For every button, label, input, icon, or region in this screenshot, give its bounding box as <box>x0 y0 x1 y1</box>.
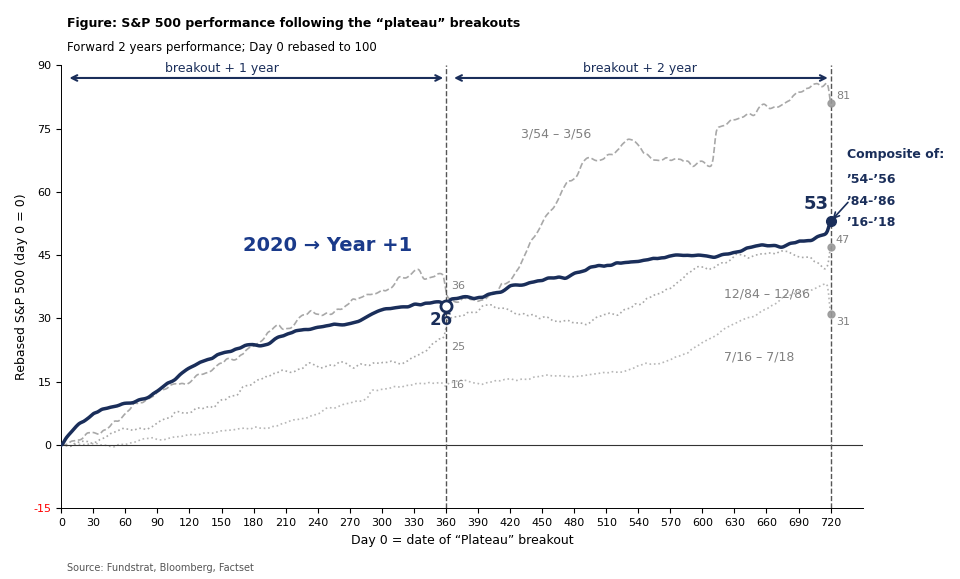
Text: Figure: S&P 500 performance following the “plateau” breakouts: Figure: S&P 500 performance following th… <box>67 17 520 30</box>
Text: Source: Fundstrat, Bloomberg, Factset: Source: Fundstrat, Bloomberg, Factset <box>67 563 254 573</box>
Text: 25: 25 <box>451 342 466 352</box>
Text: ’84-’86: ’84-’86 <box>847 195 896 207</box>
Text: 3/54 – 3/56: 3/54 – 3/56 <box>520 127 591 140</box>
Y-axis label: Rebased S&P 500 (day 0 = 0): Rebased S&P 500 (day 0 = 0) <box>15 193 28 380</box>
Text: 16: 16 <box>451 380 466 390</box>
Text: 36: 36 <box>451 281 466 291</box>
Text: 81: 81 <box>836 91 850 101</box>
Text: 7/16 – 7/18: 7/16 – 7/18 <box>724 351 794 364</box>
Text: 47: 47 <box>836 234 851 244</box>
Text: Composite of:: Composite of: <box>847 148 944 161</box>
Text: 12/84 – 12/86: 12/84 – 12/86 <box>724 287 809 301</box>
Text: Forward 2 years performance; Day 0 rebased to 100: Forward 2 years performance; Day 0 rebas… <box>67 41 377 53</box>
Text: 26: 26 <box>430 311 453 329</box>
Text: ’54-’56: ’54-’56 <box>847 174 896 186</box>
Text: breakout + 1 year: breakout + 1 year <box>164 61 278 75</box>
Text: 2020 → Year +1: 2020 → Year +1 <box>243 236 412 255</box>
Text: breakout + 2 year: breakout + 2 year <box>584 61 697 75</box>
Text: ’16-’18: ’16-’18 <box>847 215 896 229</box>
X-axis label: Day 0 = date of “Plateau” breakout: Day 0 = date of “Plateau” breakout <box>350 534 573 547</box>
Text: 53: 53 <box>804 195 828 212</box>
Text: 31: 31 <box>836 317 850 327</box>
